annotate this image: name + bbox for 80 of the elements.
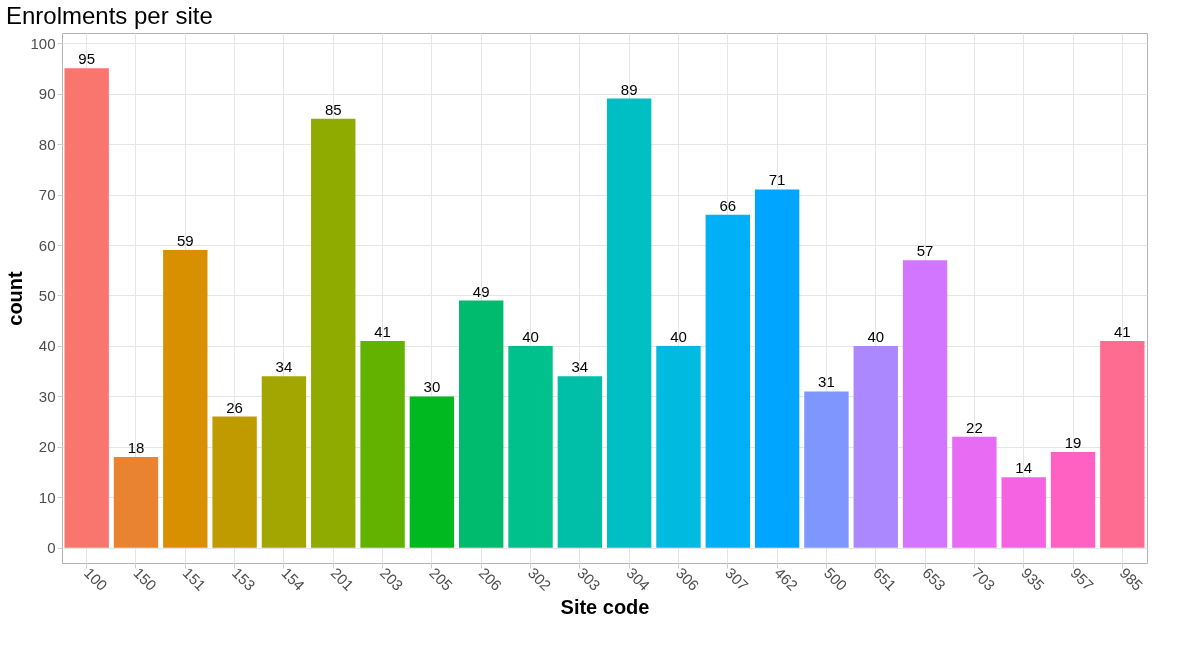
y-tick-label: 70 xyxy=(38,186,56,204)
data-label: 31 xyxy=(818,373,835,391)
y-tick-label: 0 xyxy=(47,539,56,557)
x-tick-label: 203 xyxy=(376,564,407,594)
x-tick-label: 302 xyxy=(524,564,555,594)
bar xyxy=(459,300,504,548)
data-label: 71 xyxy=(768,171,786,189)
x-tick-label: 985 xyxy=(1116,564,1147,594)
bar xyxy=(902,260,948,548)
bar xyxy=(64,68,109,548)
data-label: 40 xyxy=(522,327,539,345)
y-tick-label: 60 xyxy=(38,236,56,254)
data-label: 26 xyxy=(226,398,243,416)
bar xyxy=(1001,477,1046,548)
data-label: 34 xyxy=(275,358,293,376)
data-label: 14 xyxy=(1015,459,1033,477)
y-tick-label: 50 xyxy=(38,286,56,304)
x-tick-label: 205 xyxy=(426,564,456,594)
x-tick-label: 153 xyxy=(228,564,259,594)
data-label: 66 xyxy=(719,196,737,214)
data-label: 85 xyxy=(324,100,342,118)
bar xyxy=(1100,340,1145,548)
y-tick-label: 20 xyxy=(38,438,56,456)
x-axis-title: Site code xyxy=(560,595,650,618)
x-tick-label: 150 xyxy=(130,564,161,594)
x-tick-label: 651 xyxy=(870,564,900,594)
y-tick-label: 100 xyxy=(30,34,56,52)
x-tick-label: 100 xyxy=(81,564,111,594)
data-label: 57 xyxy=(916,242,934,260)
x-tick-label: 500 xyxy=(820,564,851,594)
y-tick-label: 30 xyxy=(38,387,56,405)
bar xyxy=(656,345,701,548)
bar xyxy=(705,214,750,548)
data-label: 59 xyxy=(176,232,194,250)
data-label: 40 xyxy=(867,327,885,345)
data-label: 89 xyxy=(620,80,638,98)
x-tick-label: 307 xyxy=(722,564,752,594)
x-tick-label: 303 xyxy=(574,564,604,594)
x-tick-label: 653 xyxy=(919,564,950,594)
x-tick-label: 935 xyxy=(1018,564,1048,594)
bar xyxy=(212,416,257,548)
data-label: 30 xyxy=(423,378,441,396)
bar xyxy=(409,396,455,548)
y-tick-label: 10 xyxy=(38,488,56,506)
bar xyxy=(952,436,997,548)
bar xyxy=(113,457,159,548)
x-tick-label: 703 xyxy=(968,564,999,594)
bar xyxy=(754,189,800,548)
bar xyxy=(163,250,208,548)
data-label: 49 xyxy=(472,282,490,300)
data-label: 41 xyxy=(374,322,391,340)
data-label: 95 xyxy=(78,50,95,68)
data-label: 40 xyxy=(670,327,687,345)
data-label: 22 xyxy=(966,418,983,436)
y-tick-label: 90 xyxy=(38,85,56,103)
data-label: 41 xyxy=(1114,322,1131,340)
x-tick-label: 201 xyxy=(327,564,358,594)
bar xyxy=(261,376,307,548)
bar xyxy=(311,118,356,548)
x-tick-label: 151 xyxy=(179,564,210,594)
x-tick-label: 304 xyxy=(623,564,654,594)
data-label: 34 xyxy=(571,358,589,376)
x-tick-label: 957 xyxy=(1067,564,1098,594)
bar xyxy=(606,98,652,548)
bar xyxy=(508,345,553,548)
data-label: 18 xyxy=(127,439,145,456)
y-tick-label: 80 xyxy=(38,135,56,153)
chart-title: Enrolments per site xyxy=(5,2,213,29)
data-label: 19 xyxy=(1064,433,1082,451)
bar xyxy=(1050,451,1096,548)
bar xyxy=(804,391,849,548)
bar xyxy=(557,376,603,548)
x-tick-label: 154 xyxy=(278,564,308,594)
y-tick-label: 40 xyxy=(38,337,56,355)
x-tick-label: 462 xyxy=(771,564,802,594)
bar xyxy=(360,340,405,548)
x-tick-label: 306 xyxy=(672,564,703,594)
y-axis-title: count xyxy=(4,270,27,326)
bar xyxy=(853,345,898,548)
x-tick-label: 206 xyxy=(475,564,506,594)
